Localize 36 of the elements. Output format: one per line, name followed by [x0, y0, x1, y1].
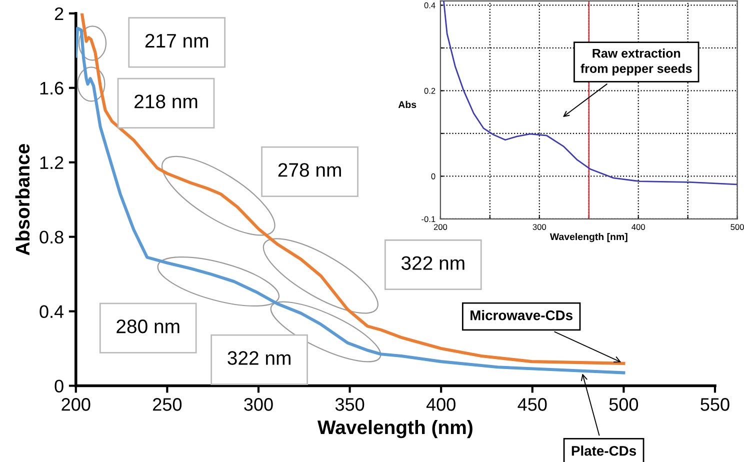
x-tick-label: 200 — [62, 398, 90, 411]
x-tick-label: 400 — [426, 398, 456, 411]
x-tick-label: 500 — [609, 398, 638, 411]
text: Raw extraction from pepper seeds — [580, 48, 692, 76]
annotation: 322 nm — [401, 256, 464, 270]
y-tick-label: 0.8 — [40, 230, 64, 244]
x-tick-label: 400 — [632, 224, 645, 230]
text: Microwave-CDs — [470, 310, 572, 320]
y-tick-label: 0 — [54, 380, 64, 392]
x-tick-label: 550 — [700, 398, 730, 411]
x-tick-label: 250 — [153, 398, 182, 411]
annotation: 217 nm — [145, 34, 208, 48]
x-tick-label: 300 — [244, 398, 273, 411]
y-tick-label: -0.1 — [422, 216, 436, 222]
annotation: 278 nm — [278, 163, 341, 177]
y-axis-title: Absorbance — [15, 144, 30, 256]
x-tick-label: 300 — [532, 224, 546, 230]
line-series — [443, 0, 738, 186]
text: Plate-CDs — [572, 446, 636, 456]
annotation: 280 nm — [116, 320, 180, 334]
y-tick-label: 1.6 — [40, 82, 64, 95]
x-tick-label: 350 — [335, 398, 364, 411]
y-tick-label: 2 — [54, 7, 64, 20]
y-axis-title: Abs — [398, 100, 416, 108]
x-tick-label: 200 — [434, 224, 448, 230]
annotation: 218 nm — [134, 94, 198, 108]
x-axis-title: Wavelength [nm] — [550, 233, 628, 242]
y-tick-label: 0.2 — [424, 88, 436, 94]
y-tick-label: 0 — [431, 173, 436, 180]
x-axis-title: Wavelength (nm) — [318, 420, 472, 438]
y-tick-label: 1.2 — [40, 156, 64, 169]
y-tick-label: 0.4 — [40, 305, 64, 318]
y-tick-label: 0.4 — [424, 2, 436, 8]
x-tick-label: 450 — [518, 398, 547, 411]
x-tick-label: 500 — [730, 224, 744, 230]
annotation: 322 nm — [228, 351, 290, 365]
